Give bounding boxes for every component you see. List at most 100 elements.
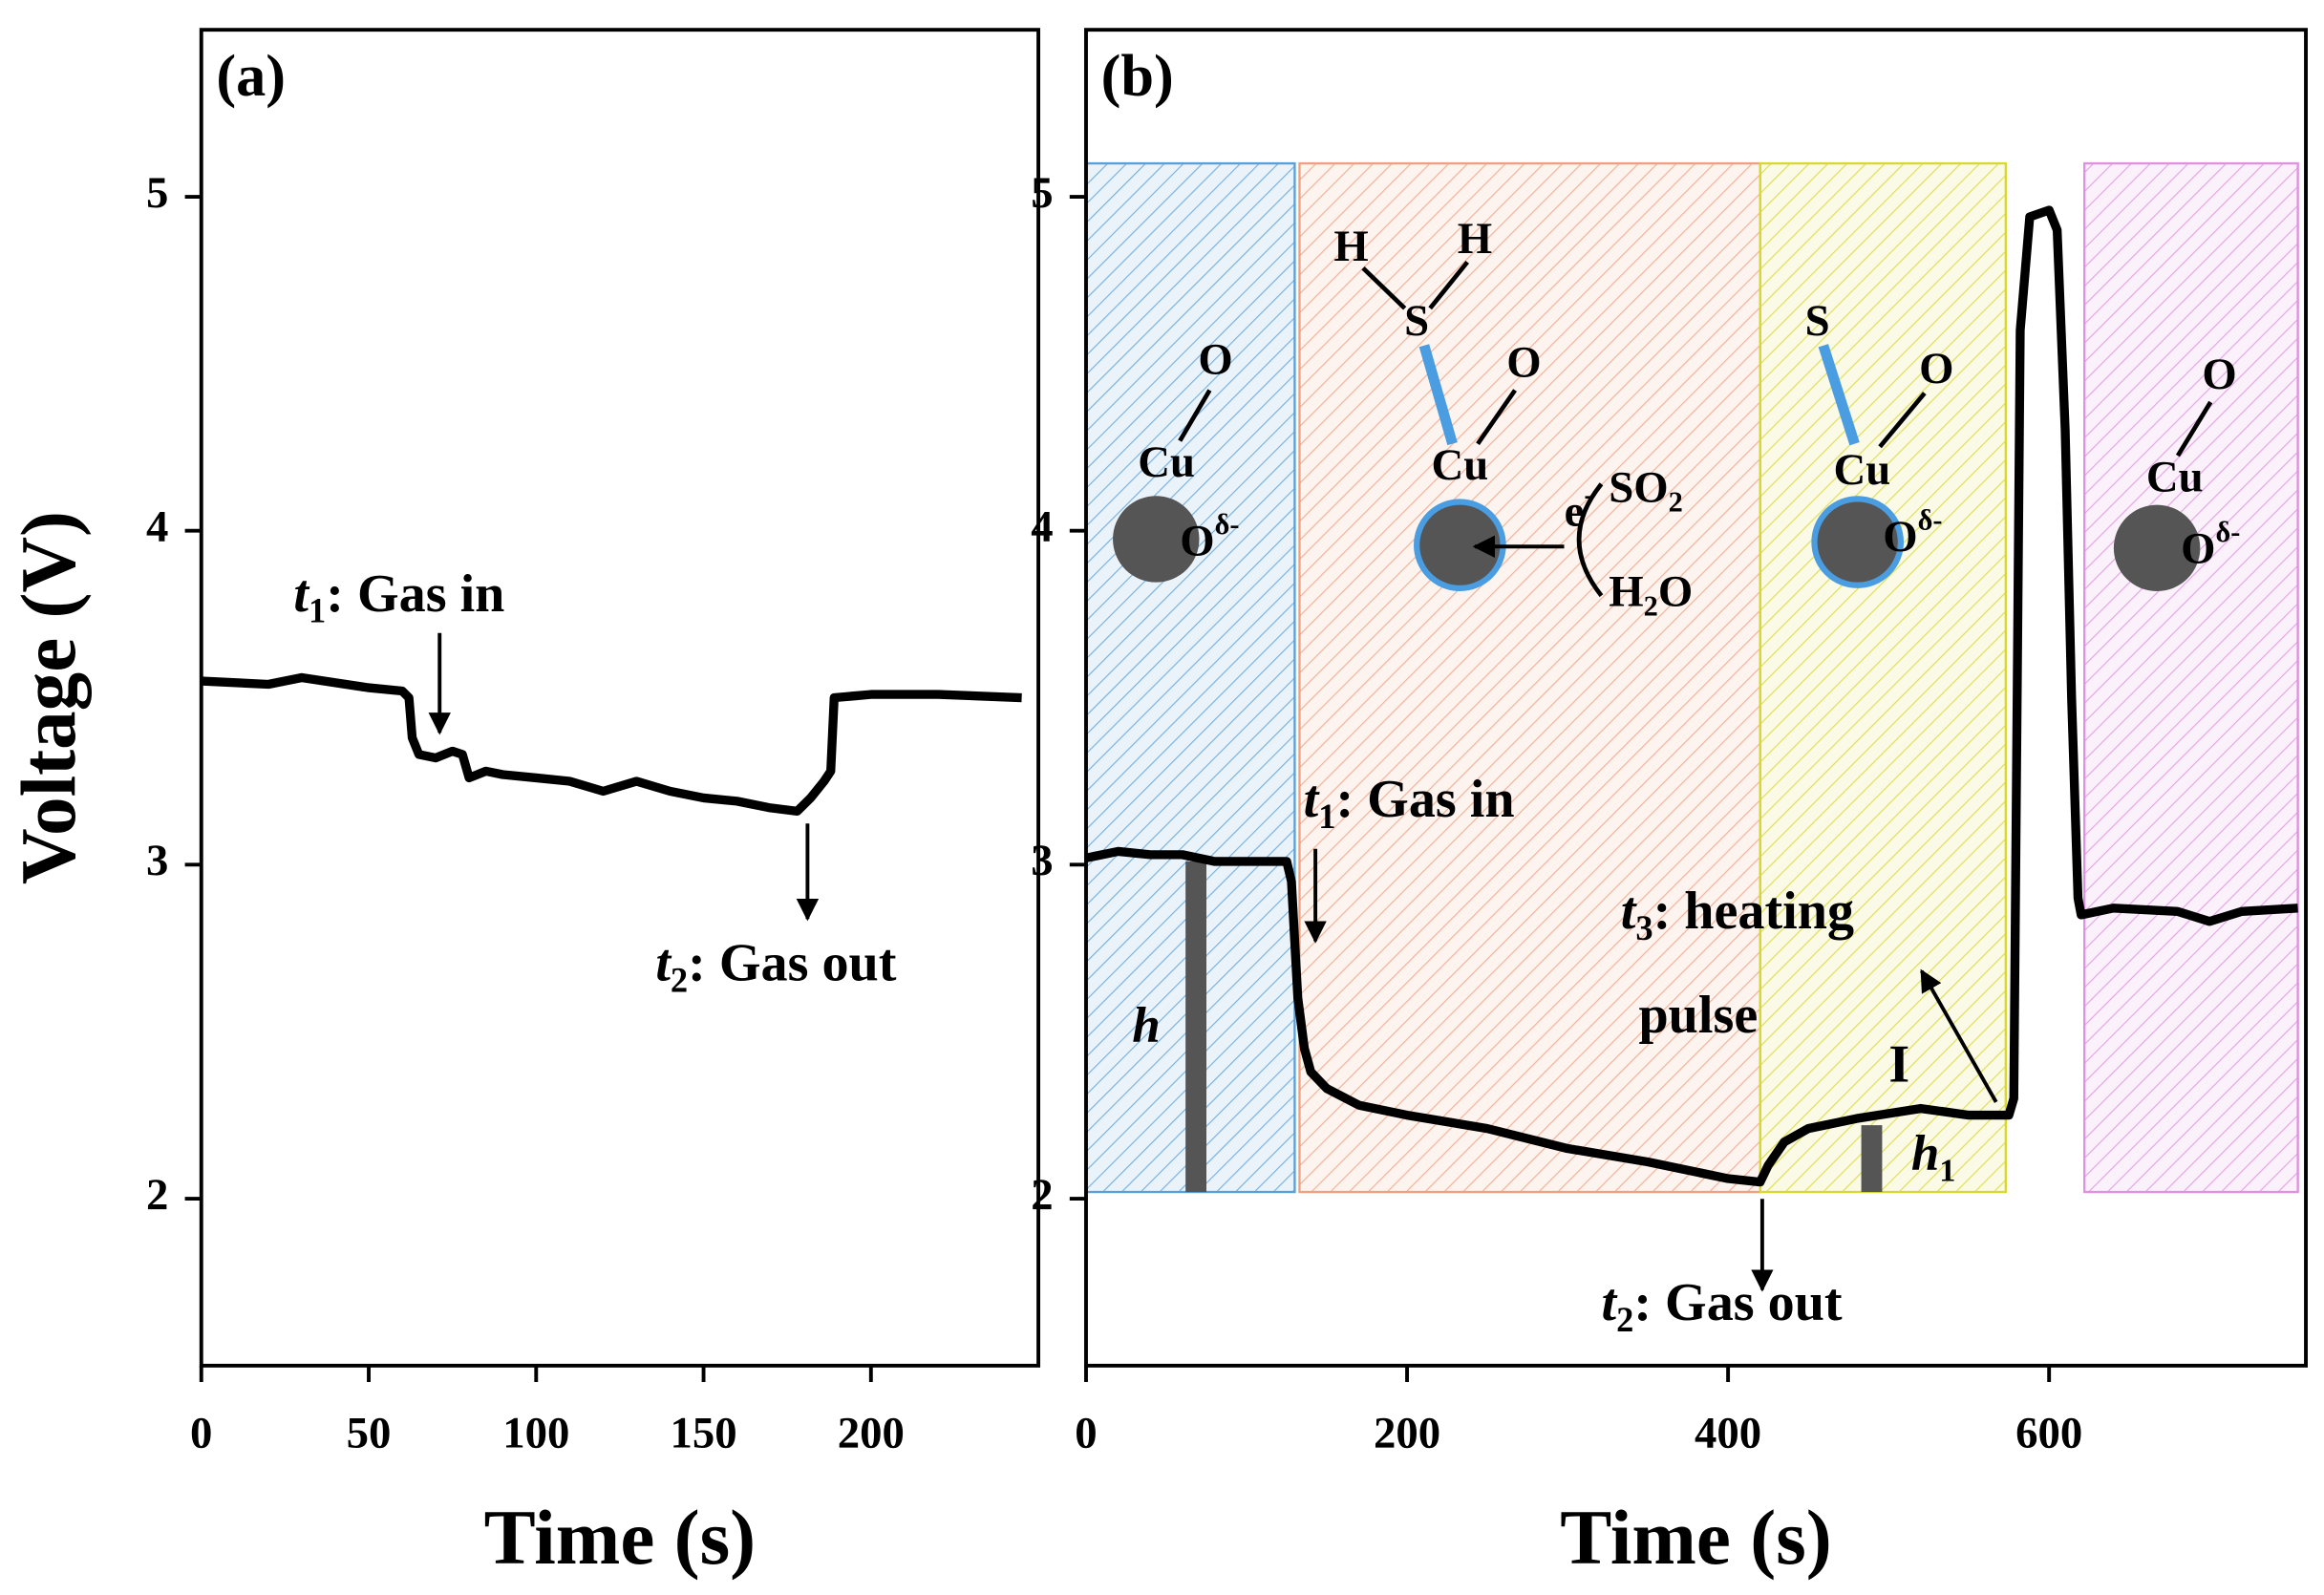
- bond: [1878, 392, 1927, 449]
- x-tick-label: 0: [1075, 1408, 1097, 1457]
- annotation-text: : Gas out: [688, 933, 897, 992]
- annotation: SO2: [1609, 462, 1683, 518]
- annotation-text: Cu: [1138, 437, 1195, 487]
- annotation-text: : heating: [1653, 882, 1854, 941]
- plot-frame: [199, 28, 1041, 1368]
- annotation-sub: 1: [309, 591, 326, 630]
- bond: [1178, 389, 1212, 442]
- bracket: [1576, 482, 1604, 598]
- bond: [1818, 344, 1860, 446]
- annotation: H: [1458, 214, 1492, 264]
- particle: [1811, 496, 1905, 588]
- annotation-text: I: [1888, 1034, 1909, 1094]
- annotation-text: SO: [1609, 462, 1668, 512]
- y-tick-label: 2: [146, 1170, 168, 1220]
- y-tick-label: 4: [146, 501, 168, 551]
- x-tick-label: 0: [190, 1408, 212, 1457]
- annotation-sub: 1: [1318, 797, 1335, 836]
- annotation-text: O: [1919, 344, 1953, 393]
- annotation: t2: Gas out: [655, 933, 896, 999]
- region: [1298, 161, 1761, 1194]
- annotation-sup: -: [1584, 478, 1593, 511]
- annotation: Cu: [1138, 437, 1195, 487]
- y-tick-label: 5: [1031, 168, 1053, 218]
- annotation-text: Cu: [2146, 452, 2204, 501]
- marker-bar: [1185, 861, 1207, 1193]
- annotation: O: [1506, 337, 1541, 387]
- x-axis-title: Time (s): [1560, 1495, 1832, 1581]
- annotation: O: [2202, 350, 2236, 399]
- annotation-sup: δ-: [1918, 503, 1943, 536]
- y-tick-label: 3: [146, 836, 168, 885]
- annotation: S: [1805, 296, 1830, 346]
- bond: [1418, 344, 1458, 446]
- annotation-text: O: [1198, 334, 1232, 384]
- annotation: Oδ-: [1883, 503, 1942, 561]
- annotation: Oδ-: [1180, 508, 1239, 565]
- annotation: t3: heating: [1621, 882, 1854, 947]
- annotation: pulse: [1638, 986, 1758, 1045]
- annotation-text: O: [2202, 350, 2236, 399]
- annotation-text: O: [2181, 523, 2215, 573]
- particle: [2113, 504, 2201, 592]
- annotation-sub: 2: [671, 961, 688, 1000]
- annotation-text: Cu: [1431, 440, 1488, 490]
- annotation-sup: δ-: [1215, 508, 1240, 541]
- annotation-after: O: [1658, 566, 1693, 616]
- annotation: Oδ-: [2181, 516, 2240, 573]
- line-series: [1085, 205, 2298, 1187]
- annotation-text: : Gas in: [326, 564, 504, 624]
- marker-label-text: h: [1132, 998, 1160, 1053]
- x-tick-label: 600: [2015, 1408, 2082, 1457]
- annotation: e-: [1565, 478, 1594, 536]
- annotation-text: e: [1565, 486, 1585, 536]
- annotation-sub: 3: [1635, 908, 1652, 947]
- annotation-text: H: [1458, 214, 1492, 264]
- y-tick-label: 5: [146, 168, 168, 218]
- annotation-text: H: [1609, 566, 1643, 616]
- annotation-text: pulse: [1638, 986, 1758, 1045]
- x-tick-label: 400: [1695, 1408, 1761, 1457]
- annotation: t2: Gas out: [1601, 1273, 1842, 1339]
- annotation-text: O: [1180, 516, 1214, 565]
- marker-label: h1: [1911, 1126, 1956, 1188]
- annotation-var: t: [1621, 882, 1637, 941]
- annotation-var: t: [655, 933, 672, 992]
- annotation-text: O: [1883, 512, 1917, 562]
- annotation-sup: δ-: [2215, 516, 2240, 548]
- annotation: Cu: [2146, 452, 2204, 501]
- annotation-var: t: [1601, 1273, 1617, 1332]
- region: [2082, 161, 2299, 1194]
- bond: [1361, 266, 1407, 310]
- marker-bar: [1861, 1125, 1883, 1193]
- annotation: t1: Gas in: [293, 564, 504, 630]
- bond: [1428, 260, 1469, 310]
- x-tick-label: 200: [1374, 1408, 1440, 1457]
- region: [1759, 161, 2007, 1194]
- bond: [1476, 389, 1517, 446]
- annotation: H2O: [1609, 566, 1693, 622]
- annotation-sub: 2: [1644, 590, 1658, 623]
- x-tick-label: 150: [670, 1408, 736, 1457]
- marker-label: h: [1132, 998, 1160, 1053]
- x-tick-label: 50: [347, 1408, 392, 1457]
- annotation-sub: 2: [1616, 1300, 1633, 1339]
- annotation-var: t: [293, 564, 309, 624]
- x-axis-title: Time (s): [484, 1495, 757, 1581]
- plot-frame: [1084, 28, 2308, 1368]
- annotation: Cu: [1431, 440, 1488, 490]
- bond: [2175, 400, 2213, 457]
- annotation: Cu: [1833, 445, 1890, 495]
- annotation-text: Cu: [1833, 445, 1890, 495]
- annotation-text: H: [1333, 222, 1368, 271]
- panel-label: (a): [216, 43, 286, 109]
- arrow: [1920, 968, 1998, 1103]
- particle: [1113, 496, 1200, 583]
- annotation: O: [1919, 344, 1953, 393]
- annotation-var: t: [1304, 770, 1320, 829]
- y-axis-title: Voltage (V): [6, 511, 92, 884]
- x-tick-label: 200: [838, 1408, 905, 1457]
- annotation-text: S: [1404, 296, 1429, 346]
- marker-label-text: h: [1911, 1126, 1939, 1181]
